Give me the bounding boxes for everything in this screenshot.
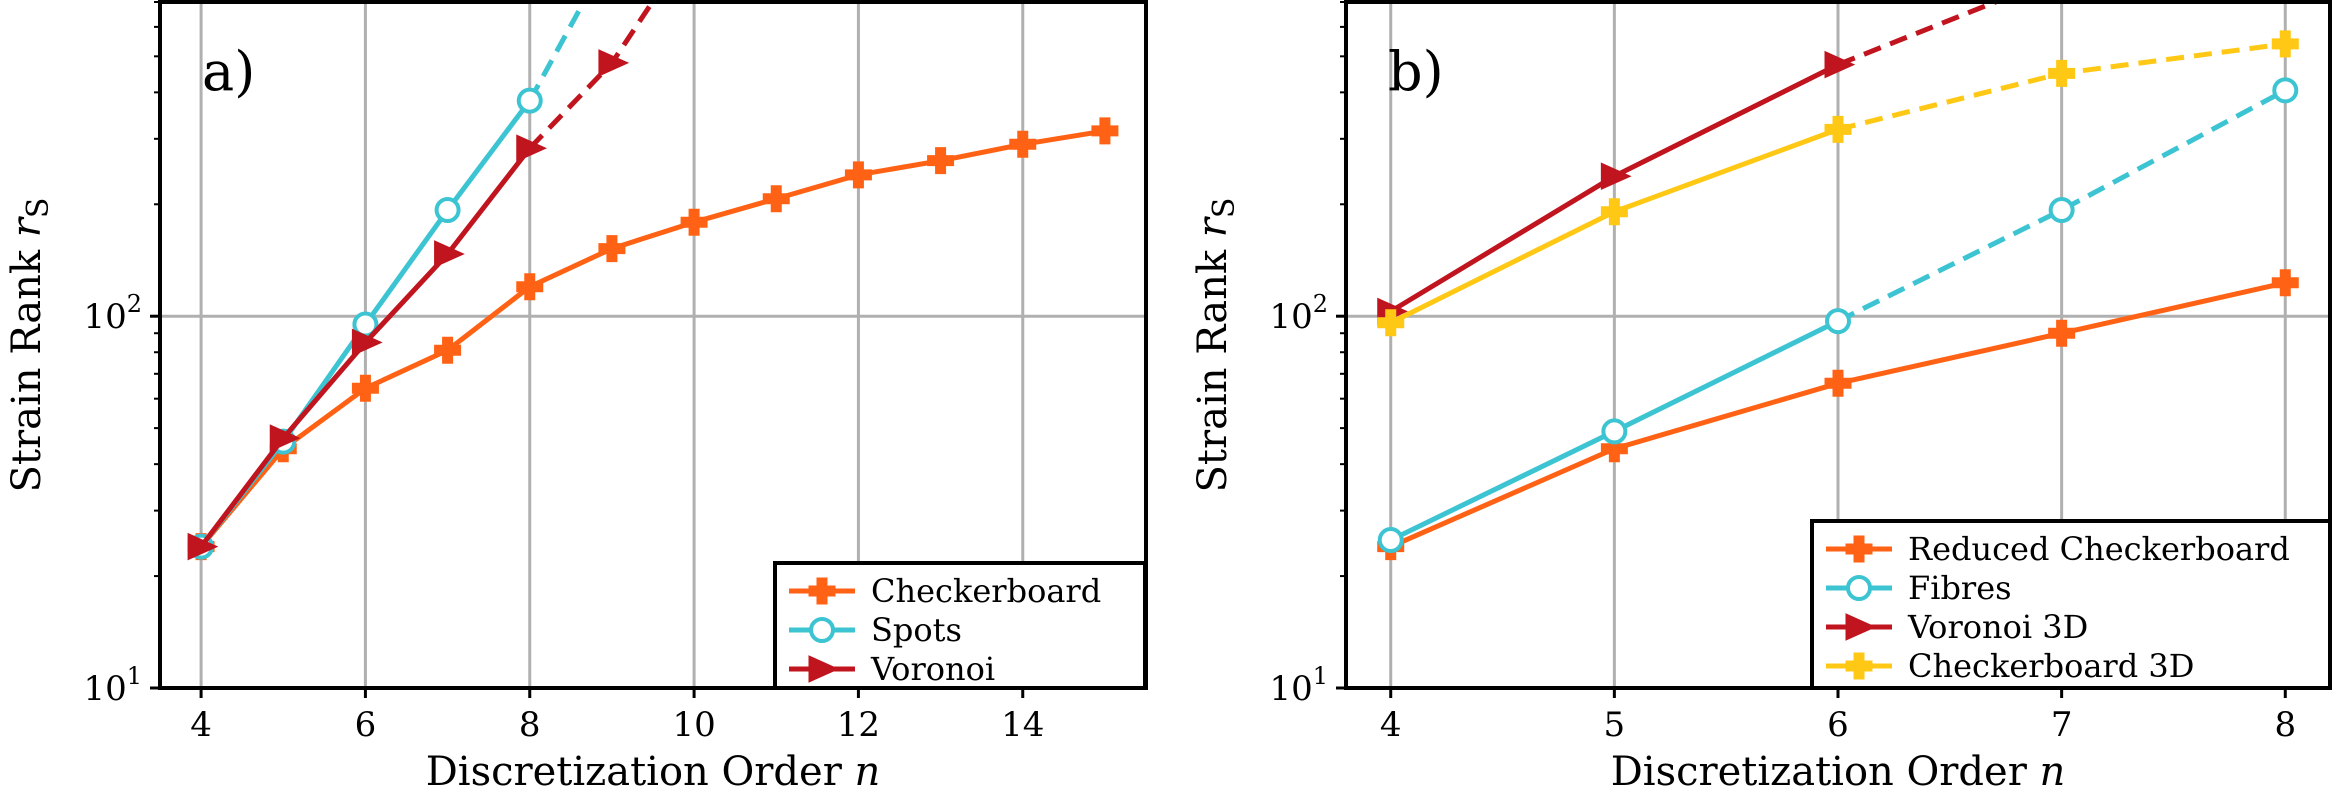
legend-entry: Spots [789,611,962,649]
data-point [516,87,543,114]
x-tick-label: 7 [2051,705,2073,745]
panel-label: b) [1388,40,1444,103]
data-point [808,577,836,605]
legend-entry: Checkerboard 3D [1826,647,2194,685]
legend-label: Fibres [1908,569,2012,607]
data-point [2271,30,2299,58]
legend-label: Spots [871,611,962,649]
x-tick-label: 10 [672,705,715,745]
data-point [1824,369,1852,397]
series-line-extrapolated [1837,2,2003,67]
data-point [598,49,630,77]
data-point [1845,613,1877,641]
series-group [1377,2,2299,561]
data-point [1845,652,1873,680]
series-group [187,2,1119,561]
data-point [434,240,465,268]
data-point [187,532,219,561]
y-axis-label: Strain Rank rS [1190,198,1242,493]
data-point [762,185,790,213]
legend-entry: Reduced Checkerboard [1826,530,2290,568]
data-point [1824,115,1852,143]
x-tick-label: 8 [519,705,541,745]
legend-box [1810,519,2332,690]
data-point [2048,197,2075,224]
legend-label: Voronoi 3D [1907,608,2088,646]
data-point [1091,117,1119,145]
y-tick-label: 102 [1269,290,1328,337]
legend-entry: Fibres [1826,569,2012,607]
data-point [844,161,872,189]
y-tick-label: 101 [83,662,142,709]
data-point [2271,269,2299,297]
data-point [680,208,708,236]
data-point [516,134,547,163]
data-point [351,328,383,357]
x-tick-label: 12 [837,705,880,745]
y-tick-label: 102 [83,290,142,337]
legend-label: Checkerboard [871,572,1101,610]
x-axis-label: Discretization Order n [1611,749,2066,790]
data-point [434,197,461,224]
data-point [1824,50,1856,79]
panel-label: a) [202,40,255,103]
gridlines [160,2,1146,688]
data-point [1601,418,1628,445]
data-point [809,617,835,643]
data-point [2048,319,2076,347]
legend-label: Reduced Checkerboard [1908,530,2290,568]
x-tick-label: 4 [1380,705,1402,745]
data-point [434,336,462,364]
data-point [1825,308,1851,335]
data-point [1600,435,1628,463]
legend-label: Checkerboard 3D [1908,647,2194,685]
x-tick-label: 14 [1001,705,1044,745]
x-tick-label: 6 [1827,705,1849,745]
series-line-extrapolated [527,2,587,102]
data-point [1009,130,1037,158]
data-point [1846,575,1872,601]
data-point [808,655,840,683]
x-axis-label: Discretization Order n [426,749,881,790]
data-point [598,235,626,263]
legend-label: Voronoi [870,650,995,688]
plot-frame [158,0,1148,690]
x-tick-label: 4 [190,705,212,745]
x-tick-label: 8 [2274,705,2296,745]
data-point [269,424,301,452]
data-point [2272,77,2299,104]
y-tick-label: 101 [1269,662,1328,709]
data-point [1845,535,1873,563]
legend-entry: Voronoi 3D [1826,608,2088,646]
series-line [199,128,1106,549]
data-point [351,374,379,402]
data-point [1600,162,1632,190]
x-tick-label: 6 [355,705,377,745]
data-point [1377,309,1405,337]
legend-entry: Voronoi [789,650,995,688]
y-axis-label: Strain Rank rS [4,198,56,493]
x-tick-label: 5 [1604,705,1626,745]
legend-entry: Checkerboard [789,572,1101,610]
data-point [516,273,544,301]
panel-a: 4 6 8 10 12 14 101 102 Discretization Order n Str… [4,0,1148,790]
data-point [1600,198,1628,226]
data-point [2048,59,2076,87]
data-point [1377,527,1404,554]
panel-b: 4 5 6 7 8 101 102 Discretization Order n Strain … [1190,0,2332,790]
data-point [927,147,955,175]
